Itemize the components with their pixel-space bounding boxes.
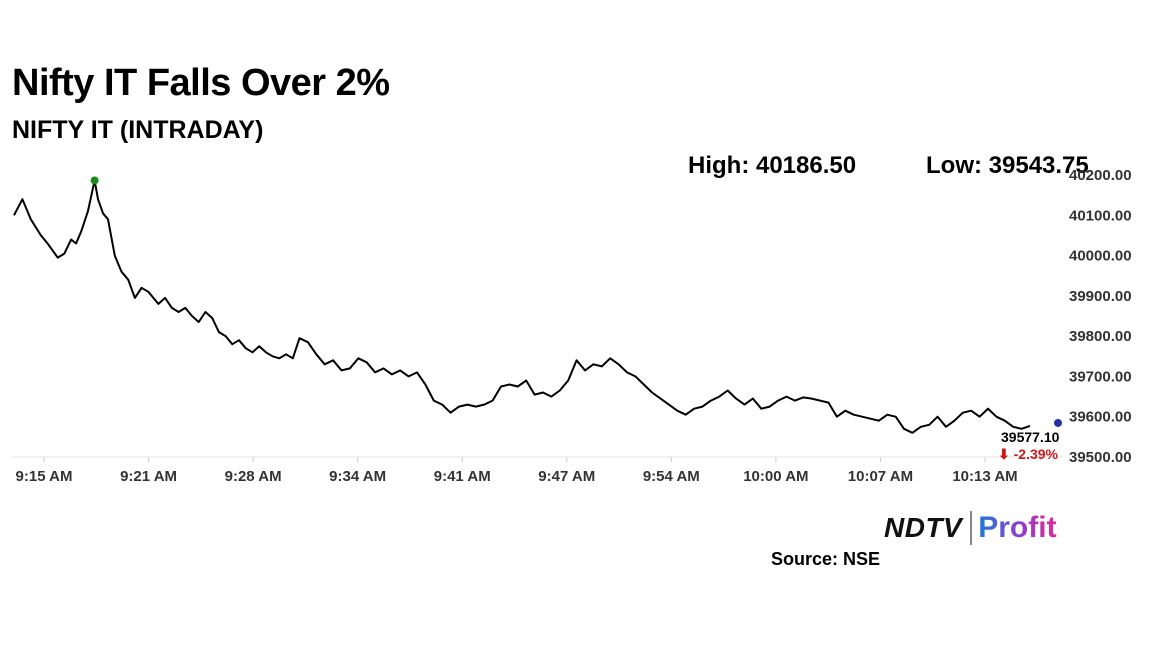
y-tick-label: 39600.00 — [1069, 409, 1132, 426]
y-tick-label: 40100.00 — [1069, 207, 1132, 224]
y-tick-label: 39800.00 — [1069, 328, 1132, 345]
x-tick-label: 9:21 AM — [120, 468, 177, 485]
x-tick-label: 9:54 AM — [643, 468, 700, 485]
logo-divider — [970, 511, 973, 545]
x-tick-label: 9:28 AM — [225, 468, 282, 485]
chart-subtitle: NIFTY IT (INTRADAY) — [12, 116, 264, 144]
source-note: Source: NSE — [771, 549, 881, 569]
ndtv-profit-logo: NDTV Profit — [884, 508, 1057, 548]
day-low-label: Low: 39543.75 — [926, 152, 1089, 179]
day-high-label: High: 40186.50 — [688, 152, 857, 179]
high-point-marker — [90, 176, 99, 185]
x-tick-label: 10:07 AM — [848, 468, 913, 485]
y-tick-label: 40200.00 — [1069, 167, 1132, 184]
y-tick-label: 39900.00 — [1069, 288, 1132, 305]
y-tick-label: 39500.00 — [1069, 449, 1132, 466]
x-tick-label: 9:15 AM — [16, 468, 73, 485]
x-tick-label: 10:13 AM — [952, 468, 1017, 485]
change-percent-label: ⬇ -2.39% — [998, 446, 1059, 462]
x-tick-label: 9:41 AM — [434, 468, 491, 485]
last-point-marker — [1054, 418, 1062, 427]
last-value-label: 39577.10 — [1001, 429, 1060, 445]
y-tick-label: 40000.00 — [1069, 248, 1132, 265]
y-axis-ticks: 40200.00 40100.00 40000.00 39900.00 39800.00… — [1069, 167, 1132, 466]
x-tick-label: 10:00 AM — [743, 468, 808, 485]
logo-profit-text: Profit — [978, 511, 1057, 544]
x-tick-label: 9:34 AM — [329, 468, 386, 485]
price-series-line — [13, 179, 1031, 434]
logo-ndtv-text: NDTV — [884, 512, 963, 543]
x-tick-label: 9:47 AM — [538, 468, 595, 485]
chart-title: Nifty IT Falls Over 2% — [12, 62, 390, 104]
x-axis-ticks: 9:15 AM 9:21 AM 9:28 AM 9:34 AM 9:41 AM 9:47 … — [16, 457, 1018, 485]
y-tick-label: 39700.00 — [1069, 368, 1132, 385]
